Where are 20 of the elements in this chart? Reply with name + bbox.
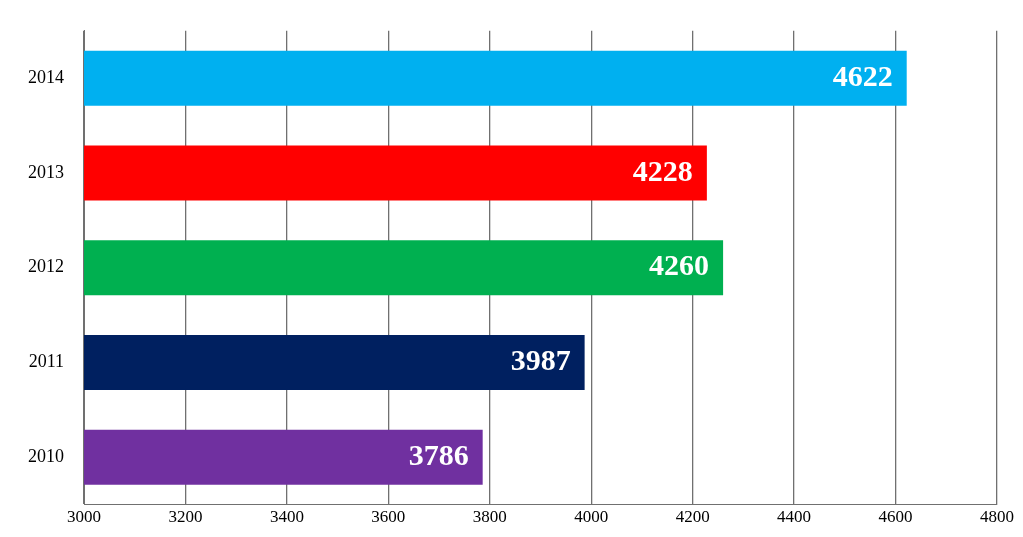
x-tick-label: 4800 — [980, 507, 1014, 527]
y-tick-label: 2011 — [28, 351, 64, 372]
y-tick-label: 2014 — [28, 66, 64, 87]
x-tick-label: 3000 — [67, 507, 101, 527]
data-label: 3786 — [408, 437, 469, 471]
x-tick-label: 4400 — [777, 507, 812, 527]
x-tick-label: 4600 — [878, 507, 913, 527]
x-tick-label: 3800 — [472, 507, 507, 527]
x-tick-label: 4200 — [675, 507, 710, 527]
y-tick-label: 2010 — [28, 445, 64, 466]
data-label: 4228 — [632, 153, 693, 187]
data-label: 4622 — [832, 58, 893, 92]
x-tick-label: 3600 — [371, 507, 406, 527]
data-label: 3987 — [510, 343, 571, 377]
y-tick-label: 2013 — [28, 161, 64, 182]
x-tick-label: 3400 — [269, 507, 304, 527]
x-tick-label: 4000 — [574, 507, 609, 527]
x-tick-label: 3200 — [168, 507, 203, 527]
data-label: 4260 — [649, 248, 710, 282]
y-tick-label: 2012 — [28, 256, 64, 277]
